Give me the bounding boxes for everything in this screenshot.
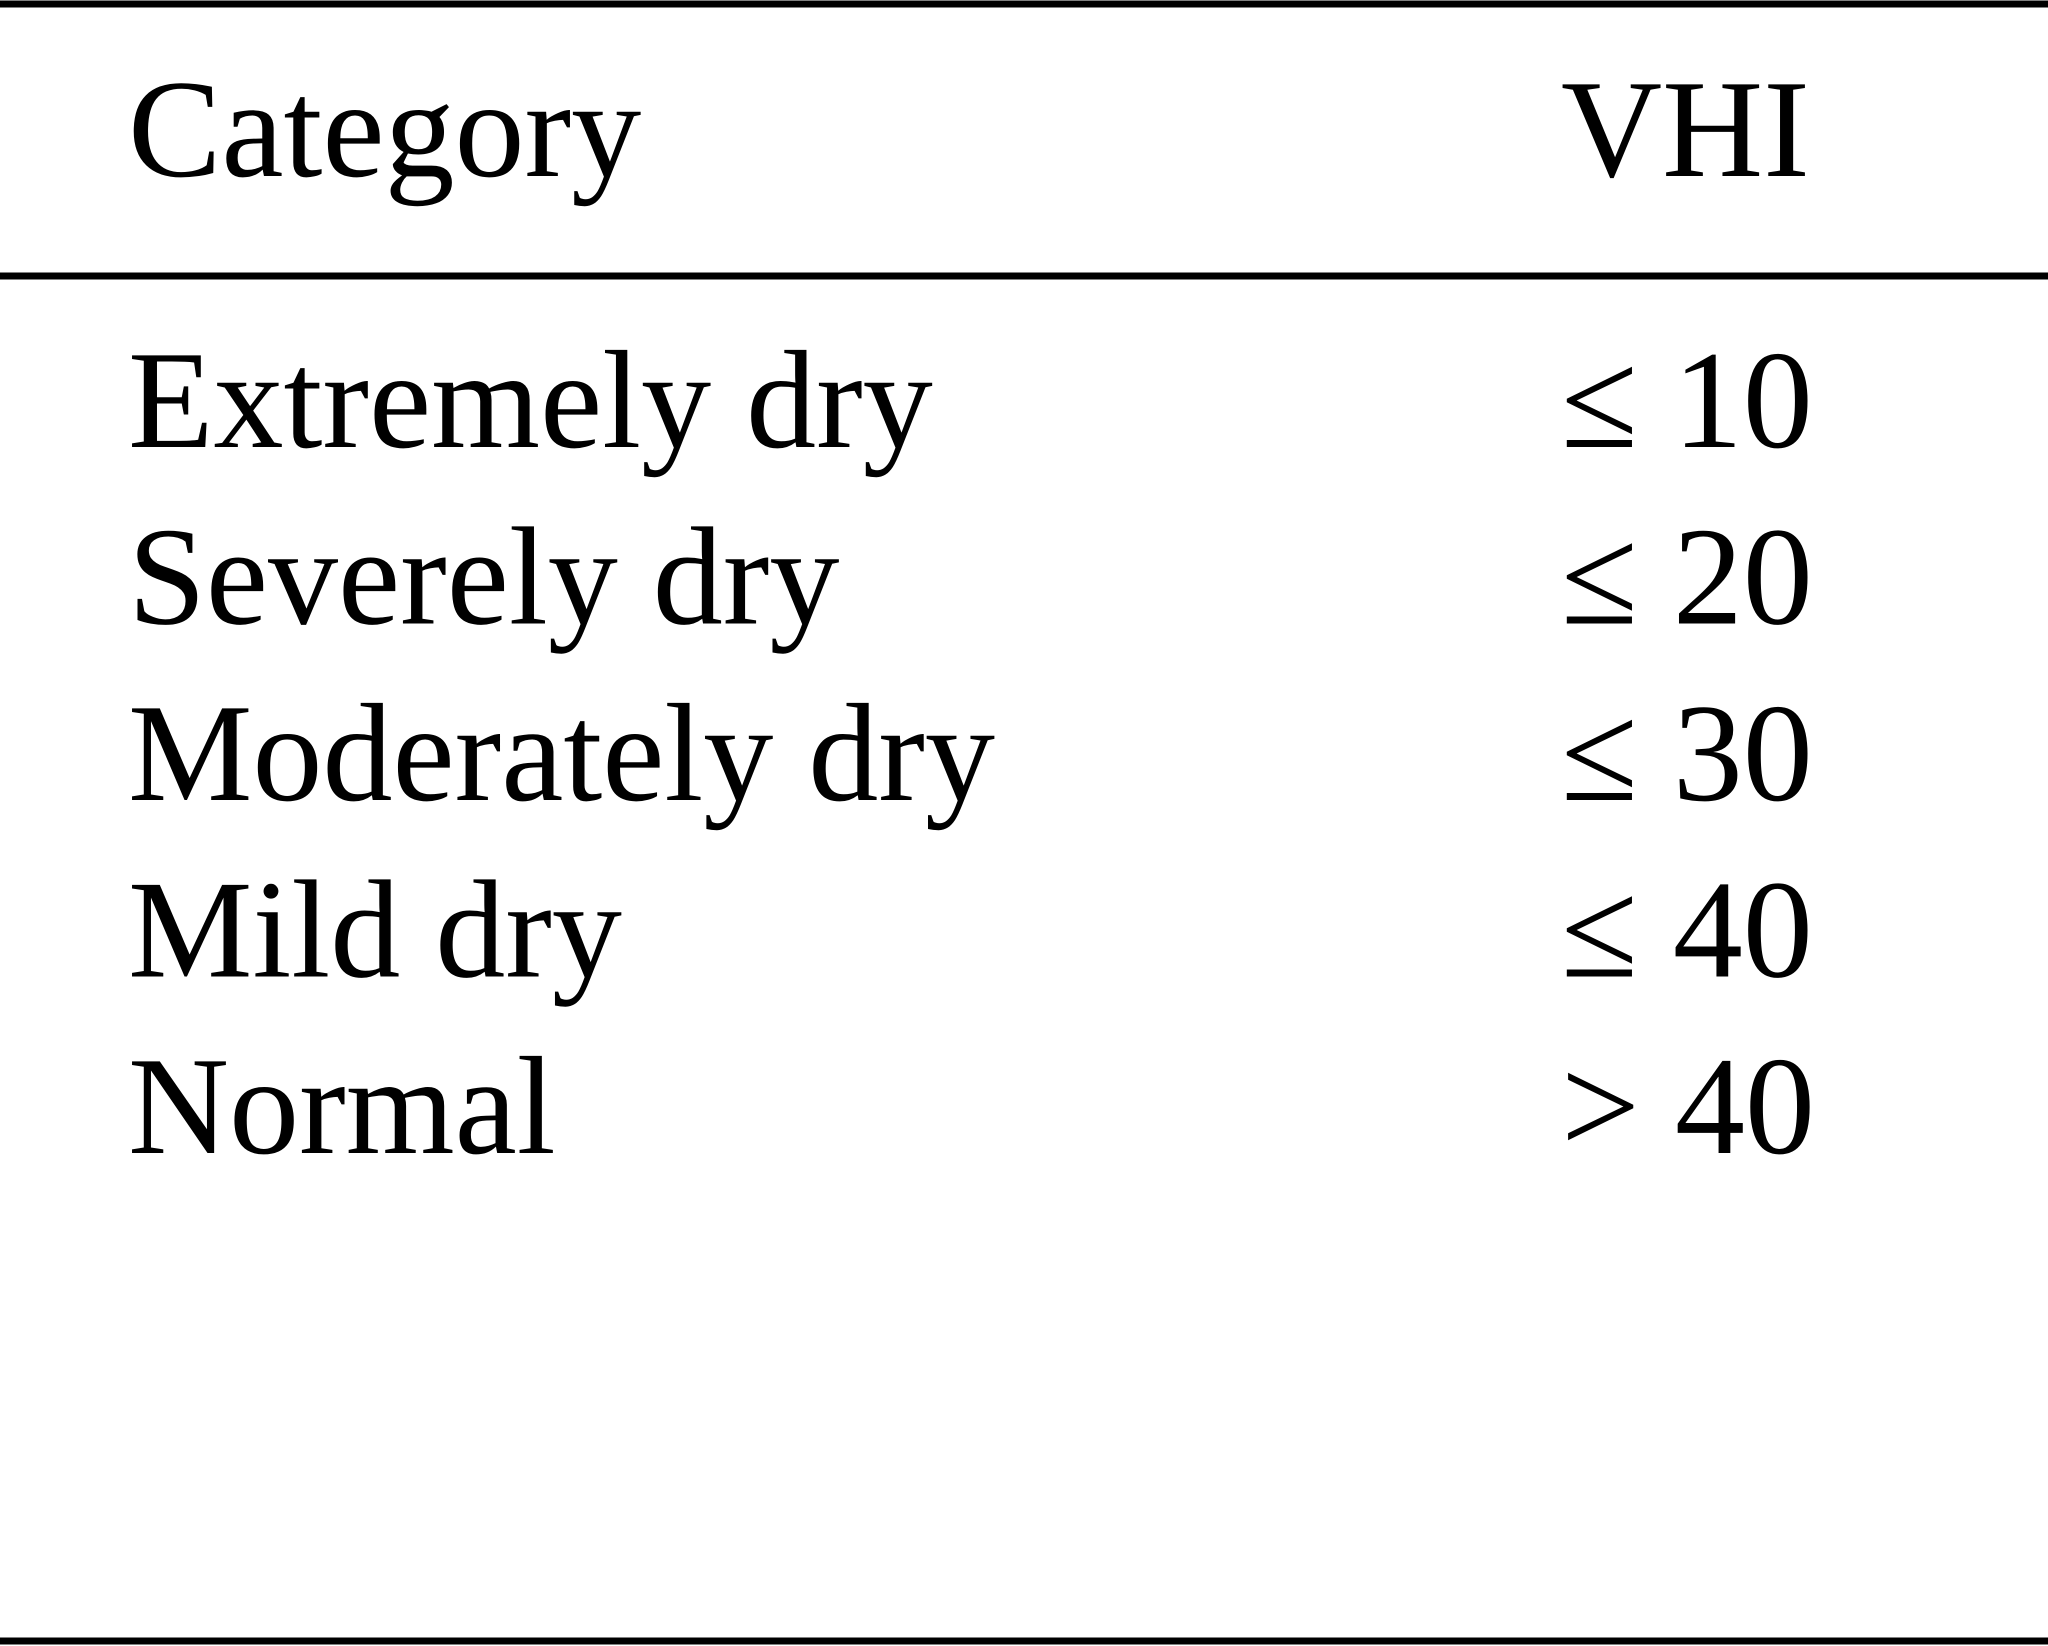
header-cell: VHI xyxy=(1561,52,1810,207)
table-cell: Moderately dry xyxy=(128,676,995,831)
table-cell: ≤ 20 xyxy=(1561,500,1813,655)
table-cell: ≤ 30 xyxy=(1561,676,1813,831)
table-cell: ≤ 40 xyxy=(1561,853,1813,1008)
table-cell: Severely dry xyxy=(128,500,839,655)
table-cell: Normal xyxy=(128,1029,556,1184)
table-cell: ≤ 10 xyxy=(1561,323,1813,478)
table-cell: > 40 xyxy=(1561,1029,1815,1184)
table-cell: Mild dry xyxy=(128,853,622,1008)
table-cell: Extremely dry xyxy=(128,323,933,478)
header-cell: Category xyxy=(128,52,641,207)
